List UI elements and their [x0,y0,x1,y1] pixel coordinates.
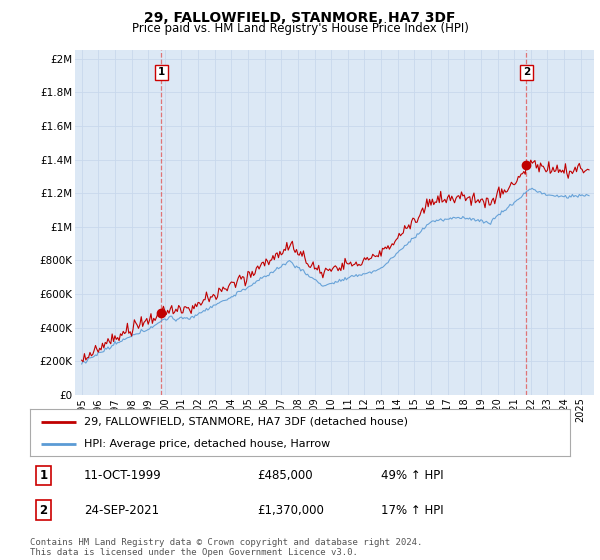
Text: 2: 2 [523,67,530,77]
Text: 1: 1 [158,67,165,77]
Text: 29, FALLOWFIELD, STANMORE, HA7 3DF (detached house): 29, FALLOWFIELD, STANMORE, HA7 3DF (deta… [84,417,408,427]
Text: Contains HM Land Registry data © Crown copyright and database right 2024.
This d: Contains HM Land Registry data © Crown c… [30,538,422,557]
Text: 29, FALLOWFIELD, STANMORE, HA7 3DF: 29, FALLOWFIELD, STANMORE, HA7 3DF [144,11,456,25]
Text: 49% ↑ HPI: 49% ↑ HPI [381,469,443,482]
Text: Price paid vs. HM Land Registry's House Price Index (HPI): Price paid vs. HM Land Registry's House … [131,22,469,35]
Text: HPI: Average price, detached house, Harrow: HPI: Average price, detached house, Harr… [84,438,330,449]
Text: 2: 2 [40,503,47,517]
Text: 17% ↑ HPI: 17% ↑ HPI [381,503,443,517]
Text: 11-OCT-1999: 11-OCT-1999 [84,469,162,482]
Text: £485,000: £485,000 [257,469,313,482]
Text: 1: 1 [40,469,47,482]
Text: £1,370,000: £1,370,000 [257,503,323,517]
Text: 24-SEP-2021: 24-SEP-2021 [84,503,159,517]
